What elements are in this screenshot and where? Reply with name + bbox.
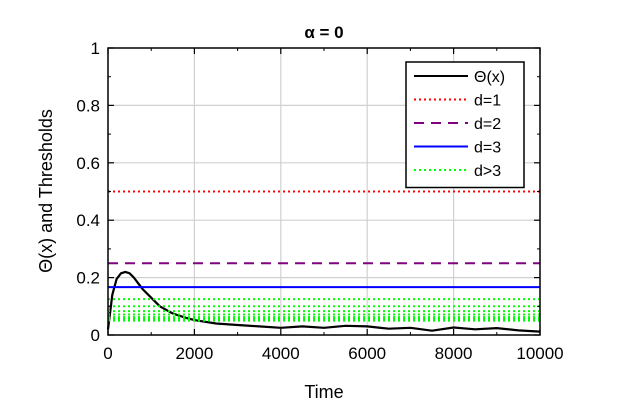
- x-tick-label: 10000: [516, 344, 563, 363]
- y-tick-label: 0: [91, 326, 100, 345]
- series-layer: [106, 190, 541, 333]
- x-axis-label: Time: [304, 382, 343, 402]
- legend: Θ(x) d=1 d=2 d=3 d>3: [405, 61, 525, 189]
- legend-label: d=3: [474, 140, 501, 157]
- x-tick-label: 0: [103, 344, 112, 363]
- y-axis-label: Θ(x) and Thresholds: [36, 109, 56, 273]
- legend-label: d>3: [474, 163, 501, 180]
- series-line-theta: [106, 270, 541, 333]
- y-tick-label: 0.2: [76, 269, 100, 288]
- chart-title: α = 0: [304, 23, 343, 42]
- x-tick-label: 2000: [175, 344, 213, 363]
- y-tick-label: 0.6: [76, 154, 100, 173]
- x-tick-label: 6000: [348, 344, 386, 363]
- y-tick-label: 1: [91, 39, 100, 58]
- x-tick-label: 8000: [435, 344, 473, 363]
- legend-label: d=1: [474, 93, 501, 110]
- legend-box: [405, 61, 525, 189]
- legend-label: Θ(x): [474, 69, 505, 86]
- y-tick-label: 0.4: [76, 211, 100, 230]
- legend-label: d=2: [474, 116, 501, 133]
- x-tick-label: 4000: [262, 344, 300, 363]
- ticks: 0 2000 4000 6000 8000 10000 0 0.2 0.4 0.6 0.8 1: [76, 39, 563, 363]
- y-tick-label: 0.8: [76, 96, 100, 115]
